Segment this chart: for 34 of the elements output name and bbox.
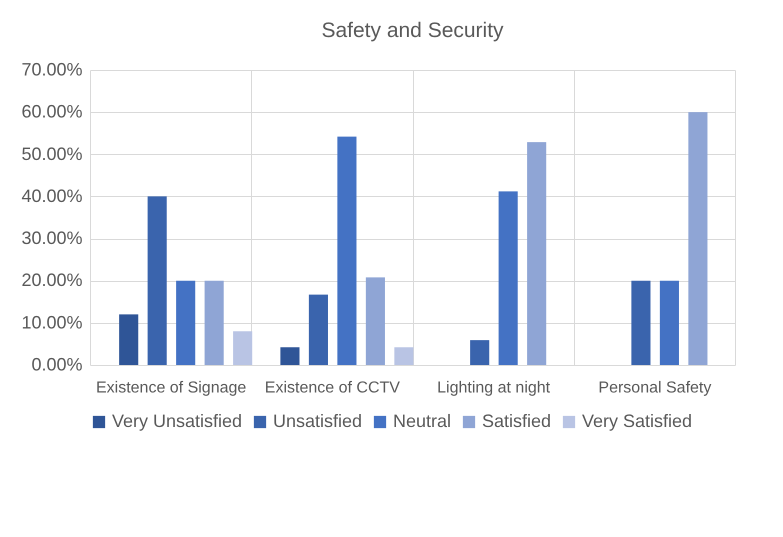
x-tick-label: Lighting at night — [437, 380, 551, 396]
bar — [233, 331, 252, 365]
bar — [337, 136, 356, 365]
y-tick-label: 50.00% — [21, 144, 82, 164]
legend-label: Neutral — [393, 411, 452, 431]
y-tick-label: 10.00% — [21, 312, 82, 332]
y-tick-label: 40.00% — [21, 186, 82, 206]
legend-label: Very Satisfied — [582, 411, 692, 431]
x-tick-label: Personal Safety — [598, 380, 712, 396]
bar — [280, 347, 300, 365]
bar — [631, 280, 650, 365]
bar — [204, 280, 224, 365]
bar — [688, 112, 708, 365]
bar — [470, 340, 490, 365]
y-tick-label: 20.00% — [21, 270, 82, 290]
y-tick-label: 30.00% — [21, 228, 82, 248]
bar — [660, 280, 679, 365]
bar — [366, 277, 385, 365]
chart-title: Safety and Security — [321, 19, 504, 42]
y-tick-label: 60.00% — [21, 102, 82, 122]
legend-label: Very Unsatisfied — [112, 411, 242, 431]
bar — [176, 280, 196, 365]
bar — [308, 294, 328, 365]
bar — [394, 347, 414, 365]
y-tick-label: 70.00% — [21, 60, 82, 80]
x-tick-label: Existence of Signage — [96, 380, 246, 396]
y-tick-label: 0.00% — [31, 354, 82, 374]
x-tick-label: Existence of CCTV — [264, 380, 400, 396]
bar — [119, 314, 138, 365]
legend-label: Satisfied — [482, 411, 552, 431]
legend-label: Unsatisfied — [273, 411, 362, 431]
bar — [148, 196, 167, 365]
bar — [527, 142, 546, 365]
bar — [498, 191, 518, 365]
